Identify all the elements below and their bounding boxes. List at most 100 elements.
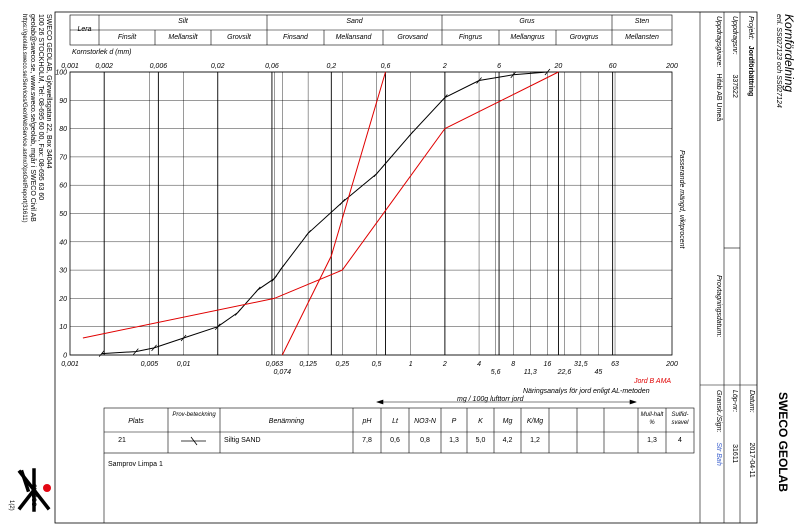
bottom-tick-label: 2 [442,361,447,368]
col-plats: Plats [128,418,144,425]
data-point [305,230,311,237]
data-point [442,94,448,101]
top-tick-label: 0,002 [95,63,113,70]
series-line-1 [82,71,559,339]
top-tick-label: 0,006 [150,63,168,70]
cell-sulfidsvavel: 4 [678,437,682,444]
fraction-grovsand: Grovsand [397,34,428,41]
data-point [254,286,261,294]
top-tick-label: 60 [609,63,617,70]
sweco-logo [14,460,52,520]
top-tick-label: 0,6 [381,63,391,70]
top-tick-label: 0,06 [265,63,279,70]
col-no3n: NO3-N [414,418,436,425]
fraction-sten: Sten [634,18,650,25]
y-tick-label: 0 [63,353,67,360]
doc-subtitle: enl. SS027123 och SS027124 [775,14,782,108]
fraction-sand: Sand [346,18,363,25]
fraction-mellansand: Mellansand [335,34,372,41]
address-line-2: 100 26 STOCKHOLM, Tel: 08-695 60 00, Fax… [37,14,44,201]
y-tick-label: 20 [58,296,67,303]
bottom-tick-label-2: 22,6 [557,369,572,376]
uppdragsgivare-row: Uppdragsgivare: Hifab AB Umeå [715,16,722,121]
address-line-1: SWECO GEOLAB, Gjörwellsgatan 22, Box 340… [45,14,52,169]
doc-title: Kornfördelning [782,14,796,93]
bottom-tick-label-2: 11,3 [524,369,537,376]
fraction-grovsilt: Grovsilt [227,34,251,41]
data-point [234,309,241,316]
fraction-finsilt: Finsilt [117,34,137,41]
legend-jord-b-ama: Jord B AMA [634,378,672,385]
bottom-tick-label: 63 [611,361,619,368]
nutrient-title: Näringsanalys för jord enligt AL-metoden [523,388,650,395]
bottom-tick-label: 8 [511,361,515,368]
address-block: SWECO GEOLAB, Gjörwellsgatan 22, Box 340… [20,14,52,223]
bottom-tick-label: 0,25 [336,361,350,368]
bottom-tick-label: 31,5 [574,361,588,368]
data-point [510,71,517,79]
uppdragsnr-value: 337522 [731,74,738,98]
data-point [271,275,278,282]
col-benamning: Benämning [268,418,305,425]
fraction-mellangrus: Mellangrus [510,34,545,41]
data-point [476,77,482,84]
col-kmg: K/Mg [526,418,544,425]
bottom-tick-label: 0,001 [61,361,79,368]
project-block: Projekt: Jordförbättring [746,16,755,96]
y-tick-label: 50 [59,211,67,218]
uppdragsgivare-label: Uppdragsgivare: [715,16,722,68]
bottom-tick-label: 0,5 [372,361,382,368]
data-point [151,344,157,352]
cell-kmg: 1,2 [530,437,540,444]
projekt-label: Projekt: [747,16,754,40]
y-tick-label: 90 [59,98,67,105]
bottom-tick-label: 0,063 [266,361,284,368]
fraction-lera: Lera [77,26,92,33]
top-tick-label: 0,02 [211,63,225,70]
bottom-tick-label: 4 [477,361,481,368]
data-point [180,334,187,342]
lopnr-label: Löp-nr: [731,390,738,413]
cell-benamning: Siltig SAND [224,437,261,444]
bottom-tick-label: 1 [409,361,413,368]
datum-label: Datum: [748,390,755,413]
top-tick-label: 20 [554,63,563,70]
sample-note: Samprov Limpa 1 [108,461,163,468]
bottom-tick-label: 0,01 [177,361,191,368]
col-p: P [451,418,457,425]
data-point [98,350,105,357]
nutrient-subtitle: mg / 100g lufttorr jord [457,396,524,403]
col-ph: pH [362,418,372,425]
fraction-finsand: Finsand [283,34,308,41]
gransk-label: Gransk./Sign: [715,390,722,433]
bottom-tick-label: 200 [665,361,678,368]
cell-mg: 4,2 [502,437,513,444]
cell-p: 1,3 [449,437,459,444]
y-tick-label: 40 [59,239,67,246]
bottom-tick-label-2: 0,074 [274,369,292,376]
col-mullhalt: Mull-halt % [640,412,664,426]
lopnr-value: 31611 [731,444,738,464]
bottom-tick-label-2: 45 [595,369,603,376]
col-lt: Lt [392,418,398,425]
top-tick-label: 2 [442,63,447,70]
cell-mullhalt: 1,3 [647,437,657,444]
col-provbeteckning: Prov-beteckning [172,412,216,418]
uppdragsgivare-value: Hifab AB Umeå [715,73,722,122]
bottom-tick-label: 16 [544,361,552,368]
lopnr-row: Löp-nr: 31611 [731,390,738,463]
data-point [214,323,221,330]
fraction-fingrus: Fingrus [458,34,483,41]
data-point [373,170,380,178]
y-tick-label: 60 [59,183,67,190]
y-tick-label: 100 [55,70,67,77]
uppdragsnr-row: Uppdragsnr: 337522 [731,16,738,98]
datum-row: Datum: 2017-04-11 [748,390,755,478]
gransk-value: Str Bah [715,442,722,466]
data-point [339,198,346,206]
fraction-mellansten: Mellansten [625,34,659,41]
y-tick-label: 70 [59,154,67,161]
data-point [279,264,286,271]
